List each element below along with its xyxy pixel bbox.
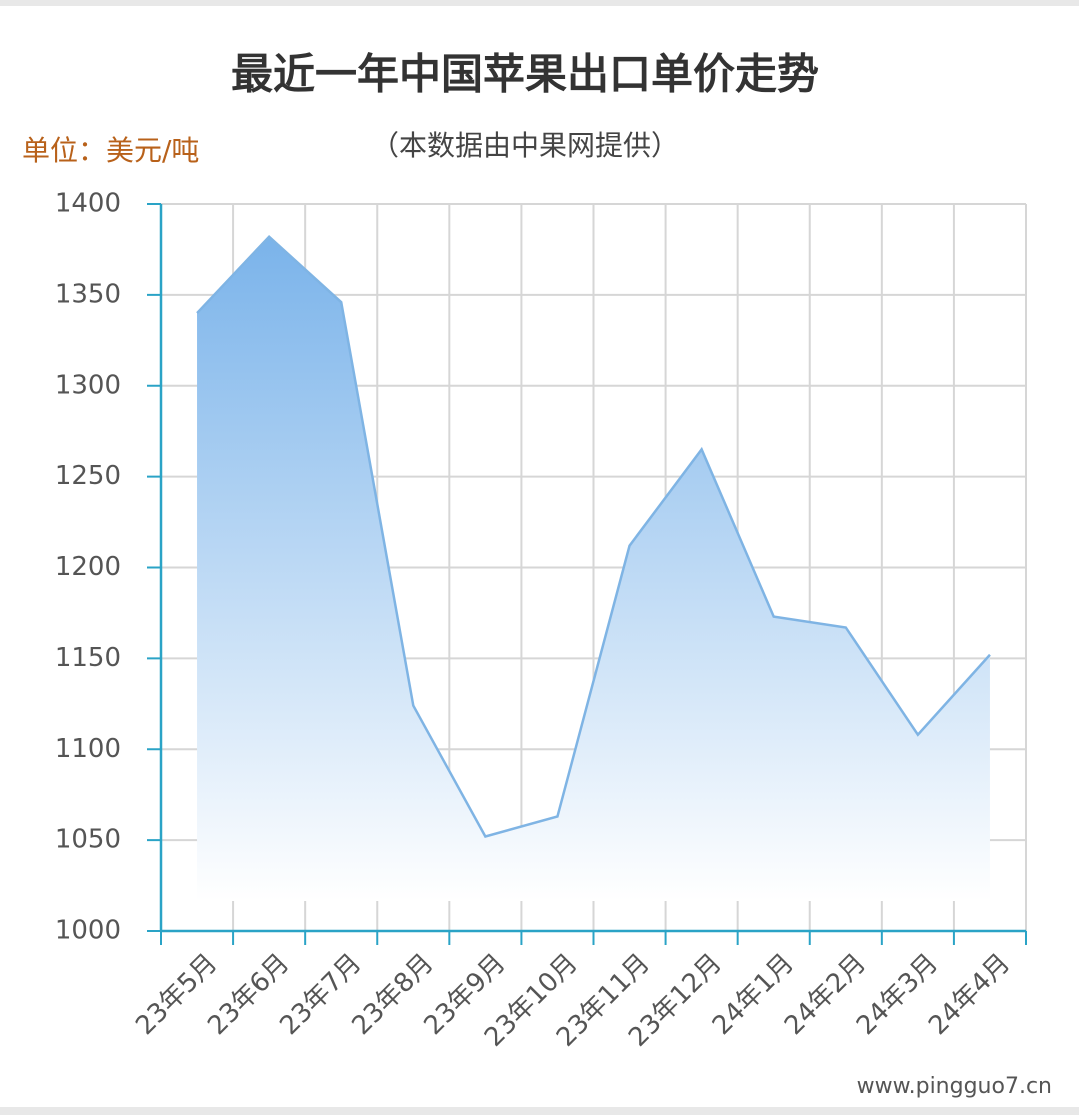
chart-title: 最近一年中国苹果出口单价走势 [231, 50, 819, 99]
chart-subtitle: （本数据由中果网提供） [371, 129, 679, 162]
line [196, 234, 991, 838]
y-tick-label: 1050 [55, 825, 121, 855]
y-tick-label: 1350 [55, 279, 121, 309]
x-tick-label: 24年4月 [923, 948, 1016, 1041]
y-tick-label: 1100 [55, 734, 121, 764]
bottom-bar [0, 1107, 1079, 1115]
y-tick-label: 1400 [55, 189, 121, 219]
y-tick-label: 1250 [55, 461, 121, 491]
y-tick-label: 1000 [55, 916, 121, 946]
area [197, 236, 990, 902]
y-tick-label: 1200 [55, 552, 121, 582]
watermark: www.pingguo7.cn [857, 1074, 1052, 1099]
y-tick-label: 1150 [55, 643, 121, 673]
y-axis-unit: 单位：美元/吨 [22, 134, 199, 167]
top-bar [0, 0, 1079, 6]
y-tick-label: 1300 [55, 370, 121, 400]
